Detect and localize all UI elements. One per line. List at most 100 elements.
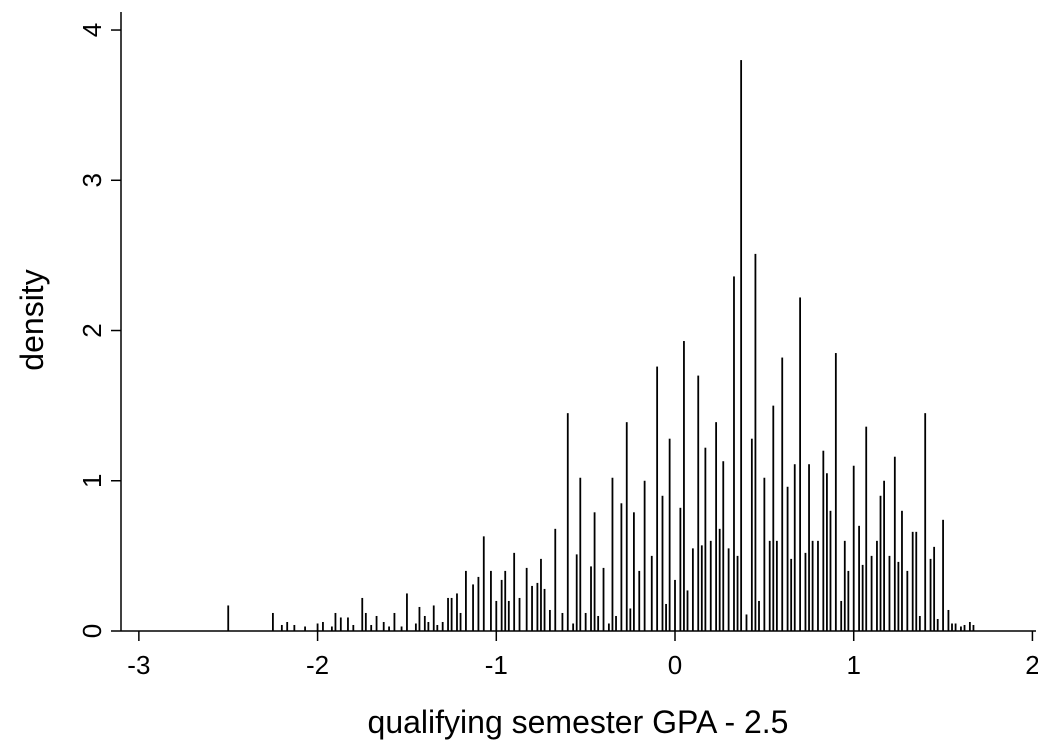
bar: [808, 464, 810, 631]
bar: [304, 626, 306, 631]
x-tick-label: -3: [127, 650, 150, 680]
bar: [843, 540, 846, 631]
bar: [963, 624, 966, 631]
y-tick-label: 2: [77, 323, 107, 337]
bar: [727, 548, 730, 631]
x-ticks-group: -3 -2 -1 0 1 2: [127, 631, 1038, 680]
bar: [691, 548, 694, 631]
bar: [834, 353, 837, 631]
bar: [933, 546, 936, 631]
bar: [593, 512, 596, 631]
bar: [960, 626, 962, 631]
bar: [597, 615, 600, 631]
bar: [293, 624, 296, 631]
bar: [668, 438, 671, 631]
bar: [364, 612, 367, 631]
bar: [447, 597, 449, 631]
bar: [733, 276, 735, 631]
y-tick-label: 1: [77, 474, 107, 488]
bar: [754, 253, 757, 631]
bar: [482, 536, 485, 631]
bar: [507, 600, 510, 631]
bar: [858, 525, 860, 631]
bar: [432, 605, 435, 631]
y-tick-label: 3: [77, 173, 107, 187]
bar: [852, 465, 855, 631]
bar: [936, 618, 939, 631]
bar: [897, 561, 900, 631]
bar: [686, 590, 689, 631]
bar: [929, 558, 932, 631]
bar: [406, 593, 408, 631]
bar: [540, 558, 542, 631]
bar: [518, 597, 521, 631]
bar: [715, 422, 718, 631]
bar: [924, 413, 927, 631]
bar: [643, 480, 646, 631]
bar: [272, 612, 274, 631]
x-tick-label: -1: [485, 650, 508, 680]
bar: [531, 585, 533, 631]
bar: [954, 623, 957, 631]
bar: [665, 603, 667, 631]
bar: [602, 567, 605, 631]
bar: [811, 540, 814, 631]
bar: [441, 621, 444, 631]
bar: [584, 612, 587, 631]
bar: [352, 624, 355, 631]
bar: [423, 615, 426, 631]
bar: [947, 609, 950, 631]
bar: [566, 413, 569, 631]
bar: [740, 60, 743, 631]
y-tick-label: 0: [77, 624, 107, 638]
bar: [781, 357, 784, 631]
bar: [579, 477, 582, 631]
x-tick-label: 2: [1025, 650, 1038, 680]
bar: [786, 486, 789, 631]
bar: [316, 623, 319, 631]
bar: [513, 552, 516, 631]
bar: [865, 426, 868, 631]
bar: [829, 510, 832, 631]
bar: [495, 600, 498, 631]
bar: [436, 624, 439, 631]
bar: [361, 597, 364, 631]
bar: [817, 540, 819, 631]
bar: [697, 375, 700, 631]
bar: [704, 447, 707, 631]
bar: [370, 624, 373, 631]
bar: [375, 615, 378, 631]
bar: [227, 605, 230, 631]
bar: [459, 612, 462, 631]
bars-group: [227, 60, 975, 631]
bar: [888, 555, 891, 631]
bar: [525, 567, 528, 631]
bar: [722, 461, 725, 631]
bar: [709, 540, 712, 631]
bar: [477, 576, 480, 631]
bar: [633, 512, 635, 631]
bar: [339, 617, 342, 631]
bar: [330, 626, 333, 631]
bar: [575, 554, 578, 631]
bar: [793, 464, 796, 631]
bar: [280, 624, 283, 631]
bar: [870, 555, 873, 631]
bar: [607, 623, 610, 631]
bar: [901, 510, 903, 631]
bar: [951, 623, 953, 631]
bar: [918, 615, 921, 631]
bar: [758, 600, 760, 631]
bar: [750, 438, 753, 631]
bar: [911, 531, 914, 631]
y-tick-label: 4: [77, 23, 107, 37]
bar: [615, 615, 617, 631]
bar: [334, 612, 337, 631]
bar: [611, 477, 614, 631]
bar: [554, 528, 557, 631]
bar: [322, 621, 324, 631]
bar: [772, 405, 775, 631]
bar: [382, 621, 385, 631]
y-ticks-group: 0 1 2 3 4: [77, 23, 121, 638]
